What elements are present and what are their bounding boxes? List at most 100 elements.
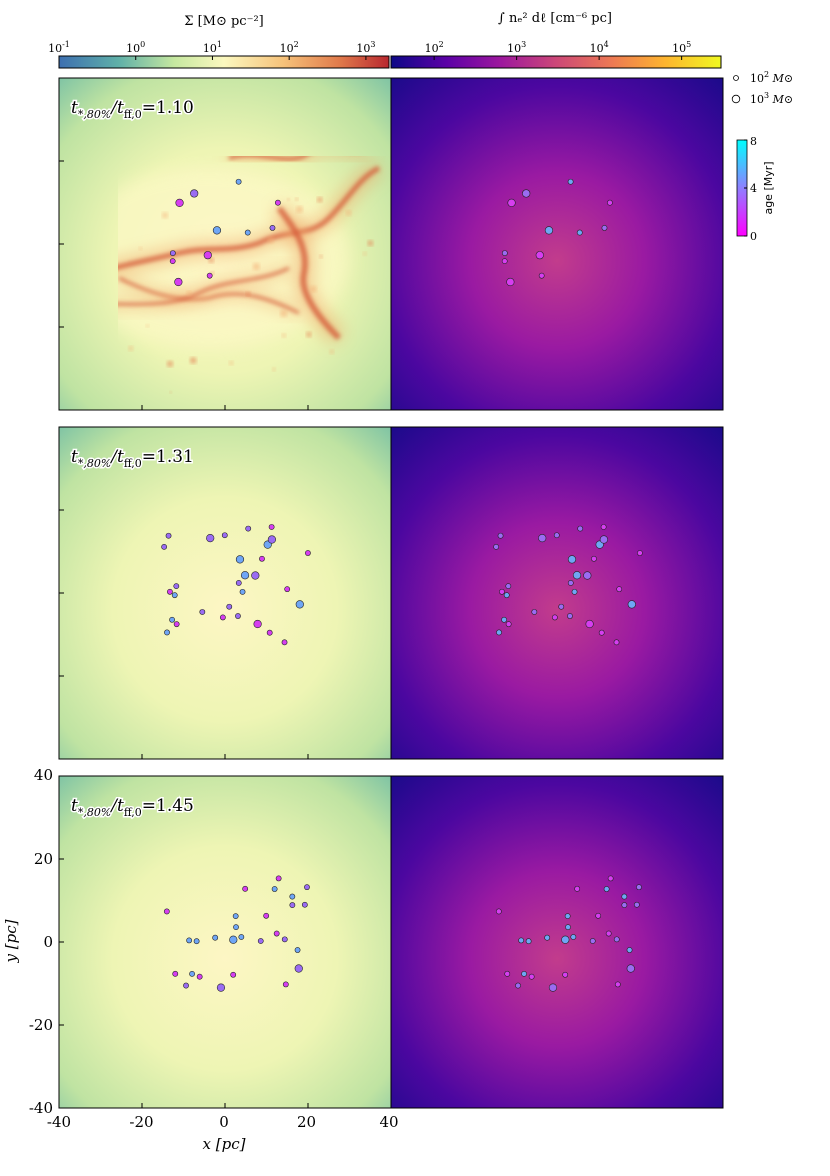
age-tick-4: 4 (750, 182, 757, 195)
star-cluster-marker (186, 937, 193, 944)
star-cluster-marker (506, 277, 515, 287)
star-cluster-marker (633, 901, 640, 908)
age-colorbar: 8 4 0 age [Myr] (736, 135, 775, 243)
star-cluster-marker (591, 555, 597, 562)
star-cluster-marker (605, 930, 612, 937)
star-cluster-marker (495, 908, 502, 915)
star-cluster-marker (504, 970, 511, 977)
star-cluster-marker (528, 973, 535, 980)
star-cluster-marker (493, 543, 500, 550)
star-cluster-marker (572, 571, 582, 580)
star-cluster-marker (193, 938, 200, 945)
star-cluster-marker (196, 973, 203, 980)
star-cluster-marker (235, 555, 245, 564)
star-cluster-marker (169, 616, 176, 623)
colorbar-tick-label: 103 (507, 40, 526, 55)
star-cluster-marker (163, 908, 170, 915)
mass-legend-large-marker (731, 94, 741, 104)
star-cluster-marker (553, 532, 560, 539)
sigma-colorbar: Σ [M⊙ pc⁻²] 10-1 100 101 102 103 (48, 14, 390, 69)
star-cluster-marker (496, 629, 502, 636)
star-cluster-marker (601, 225, 608, 231)
star-cluster-marker (621, 893, 628, 900)
star-cluster-marker (577, 525, 584, 532)
star-cluster-marker (284, 586, 291, 593)
star-cluster-marker (507, 198, 516, 207)
star-cluster-marker (239, 588, 246, 595)
star-cluster-marker (235, 178, 242, 185)
star-cluster-marker (626, 964, 635, 973)
star-cluster-marker (190, 189, 199, 198)
mass-legend-small-label: 102 M⊙ (750, 70, 793, 85)
star-cluster-marker (199, 609, 206, 615)
star-cluster-marker (567, 613, 573, 619)
age-tick-8: 8 (750, 135, 757, 148)
star-cluster-marker (551, 614, 558, 621)
star-cluster-marker (221, 532, 228, 539)
star-cluster-marker (171, 592, 178, 599)
star-cluster-marker (274, 199, 281, 206)
star-cluster-marker (606, 199, 613, 206)
star-cluster-marker (499, 588, 505, 595)
sigma-colorbar-ticks: 10-1 100 101 102 103 (48, 40, 375, 60)
star-cluster-marker (229, 935, 238, 944)
star-cluster-marker (544, 226, 554, 235)
star-cluster-marker (561, 935, 570, 944)
star-cluster-marker (172, 970, 179, 977)
star-cluster-marker (562, 971, 569, 978)
star-cluster-marker (242, 885, 249, 892)
star-cluster-marker (570, 934, 577, 940)
star-clusters (161, 524, 643, 646)
star-cluster-marker (565, 924, 571, 931)
star-cluster-marker (503, 592, 510, 599)
star-cluster-marker (621, 902, 628, 908)
star-cluster-marker (613, 936, 620, 943)
star-cluster-marker (232, 913, 239, 920)
surface-density-background (59, 776, 391, 1108)
star-cluster-marker (571, 588, 578, 595)
star-cluster-marker (636, 884, 642, 891)
star-cluster-marker (305, 550, 311, 556)
star-cluster-marker (259, 555, 265, 562)
star-cluster-marker (281, 936, 288, 943)
surface-density-background (59, 427, 391, 759)
colorbar-tick-label: 105 (672, 40, 691, 55)
y-tick-label: 0 (43, 933, 53, 951)
star-cluster-marker (600, 524, 607, 530)
star-cluster-marker (585, 619, 594, 629)
sigma-colorbar-bar (58, 55, 390, 69)
star-cluster-marker (525, 938, 532, 945)
star-cluster-marker (203, 251, 212, 260)
star-cluster-marker (212, 226, 222, 235)
star-cluster-marker (169, 250, 176, 257)
star-cluster-marker (535, 251, 544, 260)
star-cluster-marker (518, 937, 525, 944)
star-cluster-marker (603, 886, 610, 892)
star-cluster-marker (167, 588, 173, 595)
y-tick-label: 40 (34, 766, 53, 784)
x-axis-label: x [pc] (203, 1135, 246, 1153)
panel-time-label: t*,80%/tff,0=1.31 (71, 447, 194, 470)
star-cluster-marker (271, 886, 278, 892)
star-cluster-marker (558, 603, 565, 610)
y-tick-label: 20 (34, 850, 53, 868)
star-clusters (169, 178, 613, 287)
star-cluster-marker (169, 258, 176, 265)
panel-row-3: t*,80%/tff,0=1.45 (58, 775, 724, 1109)
star-cluster-marker (515, 982, 521, 989)
y-tick-label: -20 (29, 1016, 53, 1034)
star-cluster-marker (548, 983, 558, 992)
star-clusters (163, 875, 642, 992)
star-cluster-marker (295, 600, 304, 609)
star-cluster-marker (165, 532, 172, 539)
star-cluster-marker (598, 629, 605, 636)
surface-density-map (58, 775, 392, 1109)
panel-time-label: t*,80%/tff,0=1.10 (71, 98, 194, 121)
mass-legend: 102 M⊙ 103 M⊙ (731, 70, 793, 106)
emission-measure-map (390, 426, 724, 760)
star-cluster-marker (567, 555, 577, 564)
emission-measure-background (391, 78, 723, 410)
star-cluster-marker (567, 580, 574, 586)
star-cluster-marker (219, 614, 226, 621)
age-tick-0: 0 (750, 230, 757, 243)
